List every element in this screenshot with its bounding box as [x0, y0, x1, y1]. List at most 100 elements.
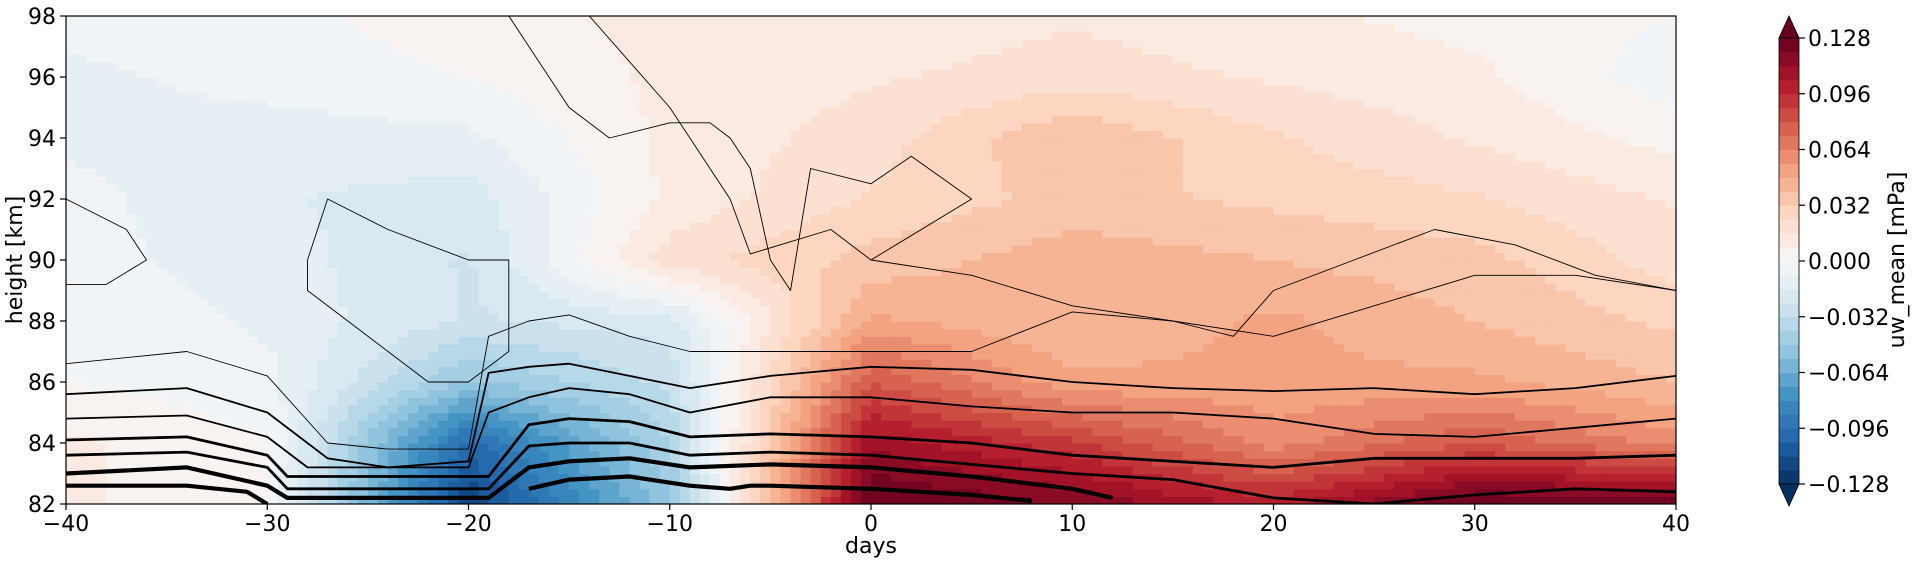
- heatmap-cell: [86, 412, 97, 421]
- heatmap-cell: [1625, 313, 1637, 322]
- heatmap-cell: [790, 336, 802, 345]
- heatmap-cell: [277, 267, 288, 276]
- heatmap-cell: [1323, 321, 1335, 330]
- heatmap-cell: [1082, 290, 1093, 299]
- heatmap-cell: [669, 328, 681, 337]
- heatmap-cell: [1263, 382, 1275, 391]
- heatmap-cell: [227, 267, 238, 276]
- heatmap-cell: [629, 404, 641, 414]
- heatmap-cell: [126, 298, 138, 307]
- heatmap-cell: [247, 321, 258, 330]
- heatmap-cell: [770, 359, 782, 368]
- heatmap-cell: [357, 359, 369, 368]
- heatmap-cell: [136, 328, 148, 337]
- heatmap-cell: [911, 443, 922, 452]
- heatmap-cell: [951, 305, 963, 314]
- heatmap-cell: [1454, 374, 1466, 383]
- heatmap-cell: [428, 397, 439, 406]
- heatmap-cell: [488, 473, 500, 482]
- heatmap-cell: [1494, 359, 1506, 368]
- heatmap-cell: [1615, 458, 1627, 467]
- heatmap-cell: [1374, 328, 1385, 337]
- heatmap-cell: [790, 313, 802, 322]
- heatmap-cell: [518, 290, 530, 299]
- heatmap-cell: [1474, 336, 1486, 345]
- heatmap-cell: [1474, 427, 1486, 436]
- heatmap-cell: [881, 389, 892, 398]
- heatmap-cell: [1655, 435, 1667, 444]
- heatmap-cell: [1122, 488, 1134, 497]
- heatmap-cell: [126, 305, 138, 314]
- heatmap-cell: [1494, 313, 1506, 322]
- heatmap-cell: [367, 290, 379, 299]
- heatmap-cell: [388, 305, 399, 314]
- heatmap-cell: [96, 488, 107, 497]
- heatmap-cell: [1474, 481, 1486, 490]
- heatmap-cell: [468, 427, 480, 436]
- heatmap-cell: [76, 359, 87, 368]
- heatmap-cell: [1082, 397, 1093, 406]
- heatmap-cell: [1092, 450, 1104, 459]
- heatmap-cell: [810, 343, 822, 353]
- heatmap-cell: [1021, 305, 1033, 314]
- heatmap-cell: [136, 427, 148, 436]
- heatmap-cell: [1293, 305, 1305, 314]
- heatmap-cell: [257, 359, 268, 368]
- heatmap-cell: [458, 420, 470, 429]
- heatmap-cell: [1313, 374, 1325, 383]
- heatmap-cell: [659, 336, 671, 345]
- heatmap-cell: [1203, 404, 1214, 414]
- heatmap-cell: [508, 359, 520, 368]
- heatmap-cell: [1535, 313, 1546, 322]
- heatmap-cell: [116, 366, 127, 375]
- heatmap-cell: [659, 465, 671, 475]
- heatmap-cell: [156, 435, 168, 444]
- heatmap-cell: [1243, 343, 1254, 353]
- heatmap-cell: [1193, 389, 1204, 398]
- heatmap-cell: [126, 374, 138, 383]
- heatmap-cell: [438, 496, 449, 504]
- heatmap-cell: [1575, 420, 1587, 429]
- heatmap-cell: [317, 458, 329, 467]
- heatmap-cell: [428, 366, 439, 375]
- heatmap-cell: [1162, 374, 1174, 383]
- heatmap-cell: [1565, 366, 1576, 375]
- heatmap-cell: [498, 321, 510, 330]
- heatmap-cell: [1062, 298, 1073, 307]
- heatmap-cell: [770, 443, 782, 452]
- heatmap-cell: [1525, 412, 1536, 421]
- heatmap-cell: [408, 389, 419, 398]
- heatmap-cell: [639, 435, 651, 444]
- heatmap-cell: [518, 389, 530, 398]
- heatmap-cell: [1474, 267, 1486, 276]
- heatmap-cell: [1454, 343, 1466, 353]
- heatmap-cell: [146, 359, 158, 368]
- heatmap-cell: [267, 366, 278, 375]
- heatmap-cell: [1102, 450, 1114, 459]
- heatmap-cell: [367, 443, 379, 452]
- heatmap-cell: [981, 275, 993, 284]
- heatmap-cell: [1011, 450, 1023, 459]
- heatmap-cell: [498, 420, 510, 429]
- heatmap-cell: [579, 496, 590, 504]
- heatmap-cell: [599, 336, 610, 345]
- heatmap-cell: [166, 298, 178, 307]
- heatmap-cell: [1515, 397, 1526, 406]
- heatmap-cell: [1213, 427, 1224, 436]
- heatmap-cell: [468, 366, 480, 375]
- heatmap-cell: [1535, 267, 1546, 276]
- heatmap-cell: [1001, 305, 1013, 314]
- heatmap-cell: [790, 382, 802, 391]
- heatmap-cell: [196, 366, 208, 375]
- heatmap-cell: [871, 473, 882, 482]
- heatmap-cell: [247, 404, 258, 414]
- heatmap-cell: [518, 351, 530, 360]
- heatmap-cell: [629, 496, 641, 504]
- heatmap-cell: [1233, 427, 1244, 436]
- heatmap-cell: [1122, 496, 1134, 504]
- heatmap-cell: [498, 343, 510, 353]
- heatmap-cell: [1444, 465, 1456, 475]
- heatmap-cell: [96, 366, 107, 375]
- heatmap-cell: [1333, 404, 1345, 414]
- heatmap-cell: [961, 328, 973, 337]
